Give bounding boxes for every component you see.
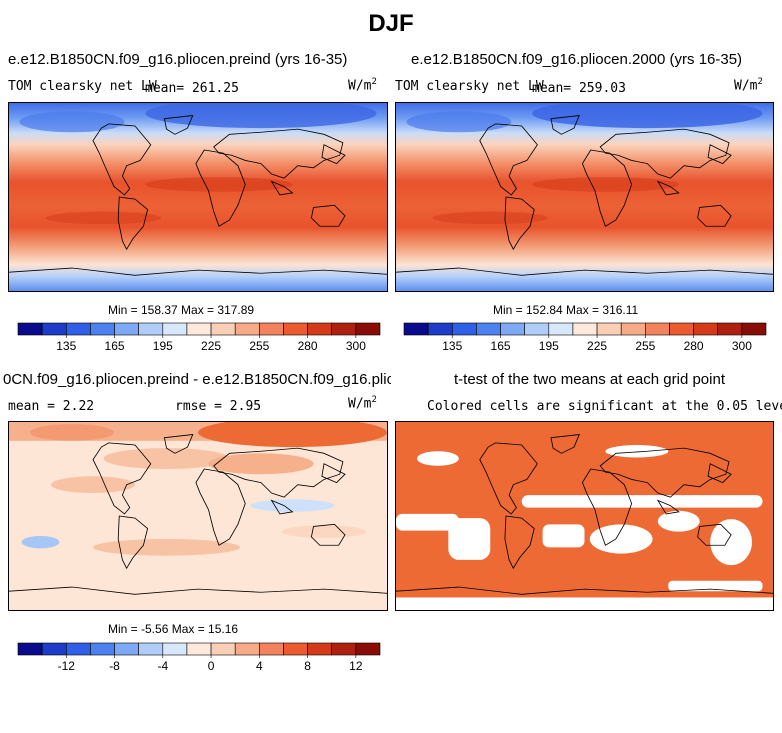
- panel-3-rmse-label: rmse = 2.95: [175, 399, 262, 414]
- panel-3-units: W/m2: [348, 395, 377, 412]
- colorbar-swatch: [259, 642, 284, 656]
- colorbar-swatch: [283, 322, 308, 336]
- colorbar-tick-label: 225: [587, 339, 607, 353]
- colorbar-tick-label: 8: [304, 659, 311, 673]
- colorbar-swatch: [669, 322, 694, 336]
- panel-4-map-svg: [396, 422, 773, 610]
- panel-3-mean-label: mean = 2.22: [8, 399, 95, 414]
- colorbar-swatch: [138, 322, 164, 336]
- colorbar-swatch: [741, 322, 767, 336]
- page-title: DJF: [368, 10, 414, 37]
- colorbar-swatch: [355, 322, 381, 336]
- colorbar-swatch: [234, 322, 260, 336]
- colorbar-tick-label: 280: [684, 339, 704, 353]
- panel-2-variable-label: TOM clearsky net LW: [395, 79, 544, 94]
- colorbar-swatch: [307, 642, 333, 656]
- panel-3-map-svg: [9, 422, 387, 610]
- colorbar-tick-label: 195: [539, 339, 559, 353]
- colorbar-swatch: [65, 642, 91, 656]
- panel-1-map: [8, 102, 388, 292]
- colorbar-swatch: [162, 322, 188, 336]
- colorbar-tick-label: 255: [635, 339, 655, 353]
- colorbar-tick-label: -12: [58, 659, 76, 673]
- colorbar-tick-label: 255: [249, 339, 269, 353]
- colorbar-tick-label: 135: [442, 339, 462, 353]
- colorbar-swatch: [572, 322, 598, 336]
- colorbar-swatch: [307, 322, 333, 336]
- colorbar-swatch: [283, 642, 308, 656]
- colorbar-swatch: [114, 322, 139, 336]
- colorbar-swatch: [90, 322, 115, 336]
- colorbar-tick-label: 280: [298, 339, 318, 353]
- colorbar-swatch: [645, 322, 670, 336]
- colorbar-swatch: [451, 322, 477, 336]
- panel-4-map: [395, 421, 774, 611]
- panel-3-map: [8, 421, 388, 611]
- colorbar-tick-label: 195: [153, 339, 173, 353]
- colorbar-swatch: [620, 322, 646, 336]
- panel-4-title: t-test of the two means at each grid poi…: [452, 371, 725, 388]
- panel-2-map: [395, 102, 774, 292]
- colorbar-swatch: [331, 322, 357, 336]
- panel-1-min-max: Min = 158.37 Max = 317.89: [108, 303, 255, 317]
- colorbar-swatch: [210, 642, 236, 656]
- colorbar-swatch: [500, 322, 525, 336]
- colorbar-swatch: [186, 322, 212, 336]
- colorbar-swatch: [717, 322, 743, 336]
- colorbar-swatch: [693, 322, 719, 336]
- colorbar-swatch: [427, 322, 453, 336]
- colorbar-swatch: [186, 642, 212, 656]
- colorbar-swatch: [355, 642, 381, 656]
- panel-1-map-svg: [9, 103, 387, 291]
- colorbar-swatch: [596, 322, 622, 336]
- panel-2-colorbar-svg: 135 165 195 225 255 280 300: [403, 322, 767, 353]
- panel-2-min-max: Min = 152.84 Max = 316.11: [493, 303, 639, 317]
- colorbar-swatch: [90, 642, 115, 656]
- colorbar-tick-label: 4: [256, 659, 263, 673]
- colorbar-tick-label: 135: [56, 339, 76, 353]
- panel-3-colorbar-svg: -12 -8 -4 0 4 8 12: [17, 642, 381, 673]
- panel-1-colorbar: 135 165 195 225 255 280 300: [17, 322, 381, 353]
- colorbar-swatch: [234, 642, 260, 656]
- colorbar-tick-label: 300: [346, 339, 366, 353]
- panel-4-subtitle: Colored cells are significant at the 0.0…: [427, 399, 782, 414]
- panel-2-mean-label: mean= 259.03: [532, 81, 626, 96]
- colorbar-swatch: [41, 322, 67, 336]
- colorbar-swatch: [548, 322, 574, 336]
- panel-1-units: W/m2: [348, 77, 377, 94]
- panel-3-min-max: Min = -5.56 Max = 15.16: [108, 622, 239, 636]
- colorbar-tick-label: 12: [349, 659, 363, 673]
- colorbar-swatch: [41, 642, 67, 656]
- colorbar-tick-label: 0: [208, 659, 215, 673]
- colorbar-swatch: [138, 642, 164, 656]
- colorbar-tick-label: 165: [105, 339, 125, 353]
- colorbar-swatch: [331, 642, 357, 656]
- panel-3-colorbar: -12 -8 -4 0 4 8 12: [17, 642, 381, 673]
- colorbar-tick-label: 165: [491, 339, 511, 353]
- panel-2-map-svg: [396, 103, 773, 291]
- colorbar-swatch: [17, 642, 43, 656]
- panel-2-units: W/m2: [734, 77, 763, 94]
- colorbar-tick-label: -8: [109, 659, 120, 673]
- colorbar-swatch: [162, 642, 188, 656]
- colorbar-swatch: [17, 322, 43, 336]
- panel-1-colorbar-svg: 135 165 195 225 255 280 300: [17, 322, 381, 353]
- panel-1-variable-label: TOM clearsky net LW: [8, 79, 157, 94]
- colorbar-tick-label: 300: [732, 339, 752, 353]
- colorbar-swatch: [259, 322, 284, 336]
- panel-1-title: e.e12.B1850CN.f09_g16.pliocen.preind (yr…: [8, 51, 348, 68]
- colorbar-swatch: [65, 322, 91, 336]
- colorbar-swatch: [524, 322, 550, 336]
- colorbar-swatch: [476, 322, 501, 336]
- colorbar-swatch: [403, 322, 429, 336]
- panel-2-colorbar: 135 165 195 225 255 280 300: [403, 322, 767, 353]
- panel-1-mean-label: mean= 261.25: [145, 81, 239, 96]
- colorbar-tick-label: 225: [201, 339, 221, 353]
- colorbar-swatch: [114, 642, 139, 656]
- panel-3-title: 0CN.f09_g16.pliocen.preind - e.e12.B1850…: [3, 371, 391, 388]
- colorbar-tick-label: -4: [157, 659, 168, 673]
- colorbar-swatch: [210, 322, 236, 336]
- panel-2-title: e.e12.B1850CN.f09_g16.pliocen.2000 (yrs …: [411, 51, 743, 68]
